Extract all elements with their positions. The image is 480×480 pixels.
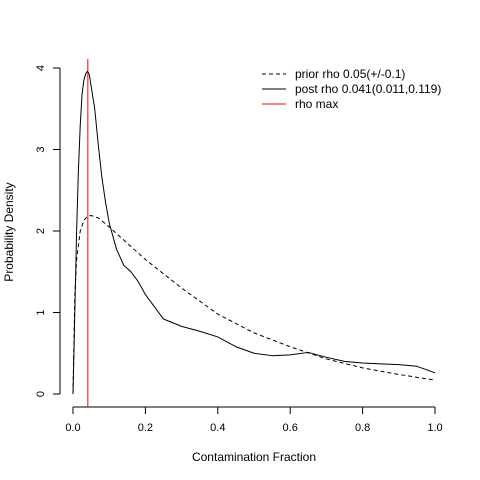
x-tick-label: 0.8 xyxy=(355,422,370,434)
x-axis-title: Contamination Fraction xyxy=(192,450,316,464)
x-tick-label: 1.0 xyxy=(427,422,442,434)
prior-density-line xyxy=(72,215,436,395)
plot-area xyxy=(72,59,436,407)
y-tick-label: 0 xyxy=(35,391,47,397)
y-tick-label: 2 xyxy=(35,228,47,234)
axes: 0.0 0.2 0.4 0.6 0.8 1.0 0 1 2 3 4 xyxy=(35,65,443,434)
x-tick-label: 0.2 xyxy=(138,422,153,434)
x-tick-label: 0.0 xyxy=(65,422,80,434)
y-tick-label: 1 xyxy=(35,309,47,315)
y-tick-label: 3 xyxy=(35,146,47,152)
y-tick-label: 4 xyxy=(35,65,47,71)
x-tick-label: 0.4 xyxy=(210,422,225,434)
x-tick-label: 0.6 xyxy=(283,422,298,434)
legend-label: prior rho 0.05(+/-0.1) xyxy=(295,67,405,81)
legend-label: post rho 0.041(0.011,0.119) xyxy=(295,82,441,96)
posterior-density-line xyxy=(72,70,436,395)
legend: prior rho 0.05(+/-0.1)post rho 0.041(0.0… xyxy=(262,67,441,111)
y-axis-title: Probability Density xyxy=(2,182,16,281)
legend-label: rho max xyxy=(295,97,338,111)
